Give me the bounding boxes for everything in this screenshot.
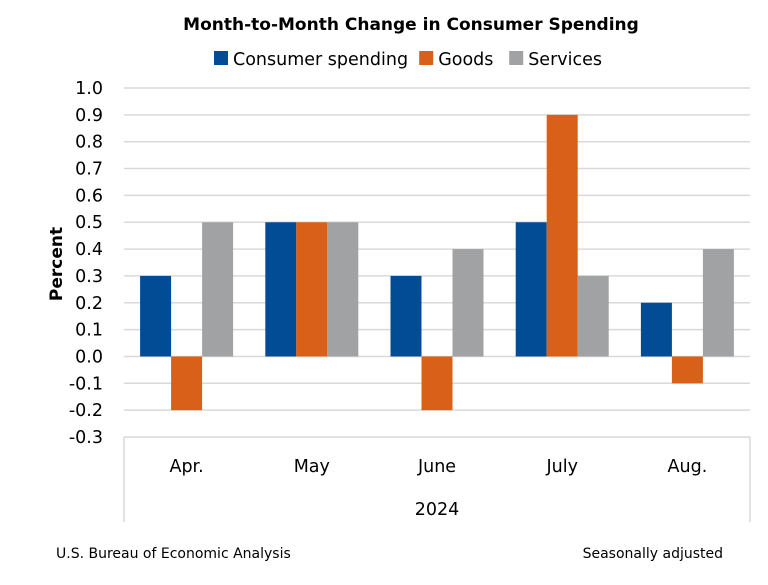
bar-services	[202, 222, 234, 357]
x-tick-label: Apr.	[169, 457, 203, 477]
bar-services	[577, 275, 609, 357]
legend: Consumer spending Goods Services	[214, 50, 602, 70]
legend-swatch	[214, 51, 228, 65]
y-tick-label: 0.9	[75, 106, 103, 126]
seasonal-note: Seasonally adjusted	[583, 546, 723, 562]
legend-label: Consumer spending	[233, 50, 408, 70]
x-tick-label: July	[545, 457, 577, 477]
y-tick-label: -0.1	[69, 374, 103, 394]
bar-consumer-spending	[515, 222, 547, 357]
x-tick-label: June	[417, 457, 456, 477]
chart-title: Month-to-Month Change in Consumer Spendi…	[183, 15, 639, 35]
bar-services	[452, 249, 484, 357]
legend-label: Goods	[438, 50, 493, 70]
y-tick-label: 0.7	[75, 160, 103, 180]
x-axis-label: 2024	[415, 500, 460, 520]
bar-goods	[421, 356, 453, 411]
legend-swatch	[419, 51, 434, 65]
source-note: U.S. Bureau of Economic Analysis	[56, 546, 291, 562]
x-tick-label: Aug.	[668, 457, 708, 477]
y-tick-label: 0.8	[75, 133, 103, 153]
x-tick-label: May	[294, 457, 330, 477]
y-tick-label: 1.0	[75, 79, 103, 99]
y-tick-label: 0.0	[75, 347, 103, 367]
bar-goods	[546, 114, 578, 357]
y-tick-label: 0.4	[75, 240, 103, 260]
y-tick-label: 0.6	[75, 186, 103, 206]
y-tick-label: -0.2	[69, 401, 103, 421]
bar-consumer-spending	[265, 222, 297, 357]
bar-services	[702, 249, 734, 357]
bar-consumer-spending	[390, 275, 422, 357]
y-axis-label: Percent	[47, 227, 67, 301]
bar-goods	[171, 356, 203, 411]
bar-consumer-spending	[640, 302, 672, 357]
x-axis: Apr. May June July Aug.	[123, 436, 751, 522]
y-tick-label: 0.3	[75, 267, 103, 287]
bar-services	[327, 222, 359, 357]
bar-consumer-spending	[140, 275, 172, 357]
y-tick-label: 0.2	[75, 294, 103, 314]
bar-goods	[296, 222, 328, 357]
bars	[140, 114, 734, 411]
legend-swatch	[509, 51, 524, 65]
bar-goods	[671, 356, 703, 384]
y-tick-label: 0.5	[75, 213, 103, 233]
y-tick-label: 0.1	[75, 321, 103, 341]
y-axis-ticks: 1.0 0.9 0.8 0.7 0.6 0.5 0.4 0.3 0.2 0.1 0.0 -0.1 -0.…	[69, 79, 103, 448]
y-tick-label: -0.3	[69, 428, 103, 448]
legend-label: Services	[528, 50, 602, 70]
